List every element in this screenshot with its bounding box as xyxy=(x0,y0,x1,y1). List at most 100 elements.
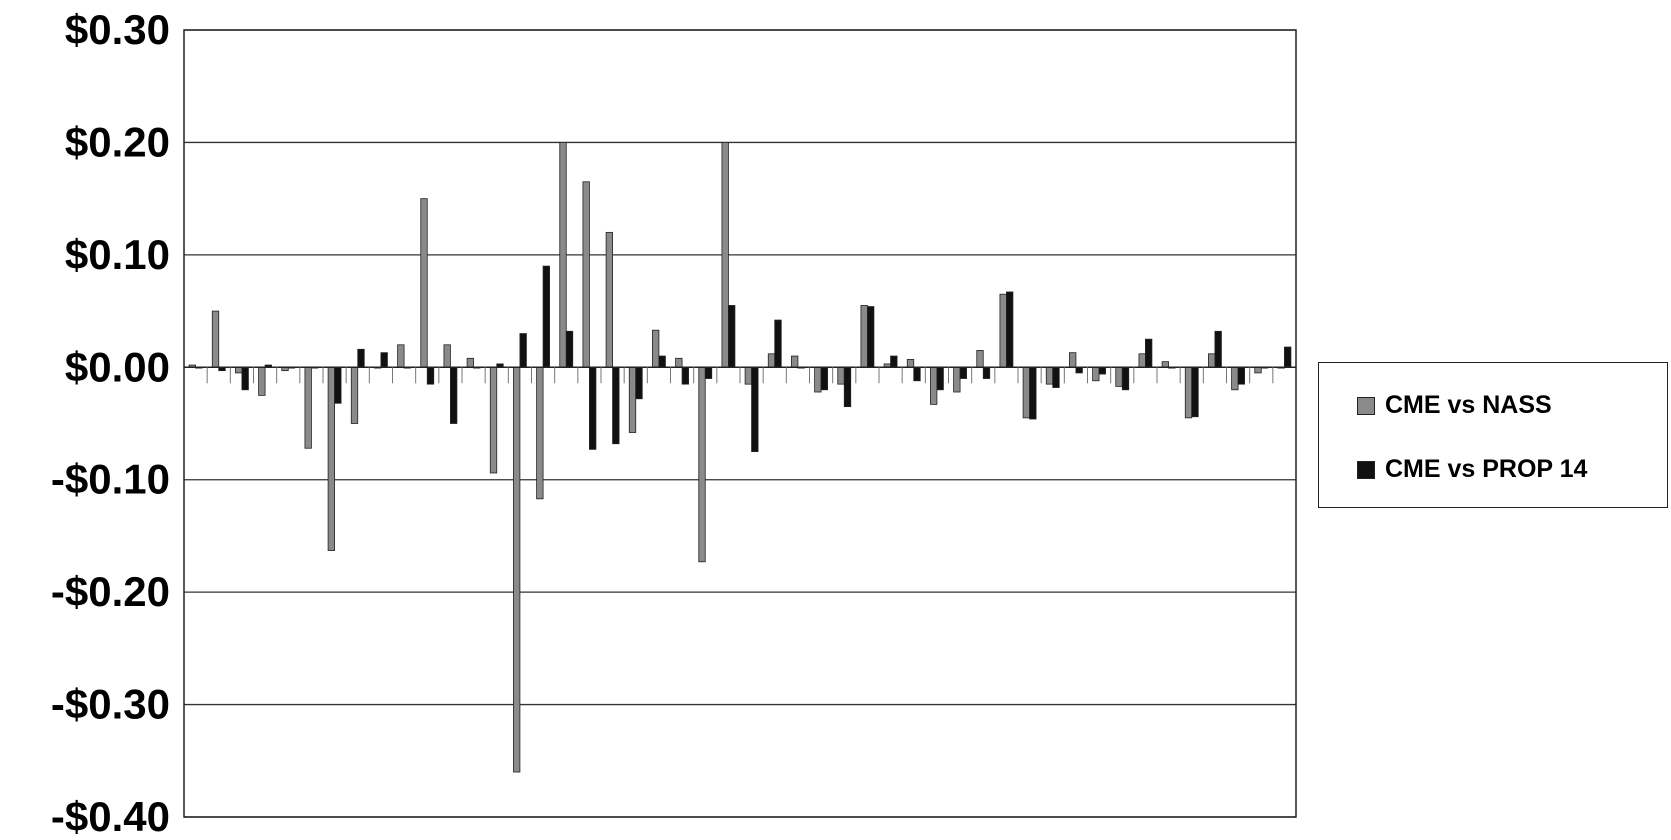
y-tick-label-1: $0.20 xyxy=(65,118,170,165)
legend-item-series-1: CME vs NASS xyxy=(1357,391,1552,420)
bar-series-2-8 xyxy=(380,352,388,368)
bar-series-2-17 xyxy=(589,366,597,450)
y-tick-label-7: -$0.40 xyxy=(51,793,170,840)
bar-series-2-6 xyxy=(334,366,342,404)
bar-series-1-2 xyxy=(235,366,243,374)
bar-series-1-36 xyxy=(1022,366,1030,419)
bar-series-1-10 xyxy=(420,198,428,368)
bar-series-1-45 xyxy=(1231,366,1239,391)
bar-series-2-39 xyxy=(1098,366,1106,375)
bar-series-1-1 xyxy=(211,310,220,368)
y-axis-labels: $0.30 $0.20 $0.10 $0.00 -$0.10 -$0.20 -$0.30 -$… xyxy=(51,6,170,840)
bar-series-2-27 xyxy=(820,366,828,391)
bar-series-1-5 xyxy=(304,366,312,449)
bar-series-1-16 xyxy=(559,142,567,368)
y-tick-label-4: -$0.10 xyxy=(51,456,170,503)
y-tick-label-5: -$0.20 xyxy=(51,568,170,615)
bar-series-1-24 xyxy=(744,366,752,385)
bar-series-1-39 xyxy=(1092,366,1100,382)
bar-series-2-45 xyxy=(1237,366,1245,385)
bar-series-1-31 xyxy=(906,359,915,368)
bar-series-2-29 xyxy=(867,306,875,368)
bar-series-1-23 xyxy=(721,142,729,368)
bar-series-1-7 xyxy=(350,366,359,424)
bar-series-1-15 xyxy=(536,366,544,500)
bar-series-1-34 xyxy=(976,350,984,368)
bar-series-2-43 xyxy=(1191,366,1199,418)
bar-series-2-34 xyxy=(982,366,991,379)
x-tick-marks xyxy=(183,367,1297,384)
bar-series-2-7 xyxy=(357,348,365,368)
bar-series-1-27 xyxy=(814,366,822,393)
bar-series-2-18 xyxy=(612,366,620,445)
bar-series-2-41 xyxy=(1145,338,1153,368)
bars xyxy=(184,142,1296,773)
bar-series-2-15 xyxy=(542,265,550,368)
bar-series-2-14 xyxy=(519,333,527,368)
bar-series-1-28 xyxy=(837,366,845,385)
bar-series-1-29 xyxy=(860,305,868,368)
bar-series-2-31 xyxy=(913,366,921,382)
bar-series-1-14 xyxy=(513,366,521,773)
legend-swatch-series-2 xyxy=(1357,460,1375,479)
bar-series-1-40 xyxy=(1115,366,1123,387)
bar-series-1-20 xyxy=(652,329,660,368)
bar-series-2-22 xyxy=(704,366,713,379)
bar-series-1-18 xyxy=(605,231,613,368)
bar-series-1-37 xyxy=(1045,366,1054,385)
bar-series-2-47 xyxy=(1284,346,1292,368)
bar-series-1-32 xyxy=(930,366,938,405)
bar-series-2-30 xyxy=(890,355,898,368)
bar-series-1-21 xyxy=(675,357,683,368)
bar-series-2-38 xyxy=(1075,366,1083,374)
bar-series-1-22 xyxy=(698,366,706,563)
bar-series-2-40 xyxy=(1121,366,1130,391)
bar-series-2-36 xyxy=(1029,366,1037,420)
bar-series-1-42 xyxy=(1161,361,1169,368)
bar-series-2-10 xyxy=(426,366,435,385)
bar-series-1-6 xyxy=(327,366,335,551)
bar-series-1-9 xyxy=(397,344,405,368)
bar-series-1-44 xyxy=(1208,353,1216,368)
bar-series-1-26 xyxy=(791,355,799,368)
bar-series-1-13 xyxy=(489,366,498,474)
gridlines xyxy=(184,29,1296,818)
legend-label-series-2: CME vs PROP 14 xyxy=(1385,455,1588,483)
bar-series-2-33 xyxy=(959,366,967,379)
bar-series-2-2 xyxy=(241,366,249,391)
bar-series-1-41 xyxy=(1138,353,1146,368)
bar-series-1-19 xyxy=(628,366,637,433)
y-tick-label-6: -$0.30 xyxy=(51,681,170,728)
bar-series-1-35 xyxy=(999,293,1007,368)
bar-series-2-25 xyxy=(774,319,782,368)
legend-swatch-series-1 xyxy=(1357,396,1375,415)
bar-series-1-46 xyxy=(1254,366,1262,374)
y-tick-label-0: $0.30 xyxy=(65,6,170,53)
bar-series-2-28 xyxy=(843,366,852,408)
bar-series-1-3 xyxy=(258,366,266,396)
bar-series-2-21 xyxy=(681,366,689,385)
bar-series-1-38 xyxy=(1069,352,1077,368)
bar-series-2-11 xyxy=(450,366,458,424)
bar-series-2-24 xyxy=(751,366,759,453)
legend-item-series-2: CME vs PROP 14 xyxy=(1357,455,1587,484)
bar-series-1-43 xyxy=(1184,366,1193,419)
bar-series-1-11 xyxy=(443,344,451,368)
bar-series-2-32 xyxy=(936,366,944,391)
legend-label-series-1: CME vs NASS xyxy=(1385,391,1552,419)
legend: CME vs NASS CME vs PROP 14 xyxy=(1318,362,1668,508)
bar-series-2-16 xyxy=(565,330,574,368)
plot-area-frame xyxy=(183,29,1297,818)
bar-series-2-20 xyxy=(658,355,666,368)
bar-series-1-25 xyxy=(767,353,776,368)
bar-series-2-23 xyxy=(728,305,736,368)
bar-series-2-35 xyxy=(1006,291,1014,368)
bar-series-2-44 xyxy=(1214,330,1222,368)
bar-series-2-37 xyxy=(1052,366,1060,388)
bar-series-1-33 xyxy=(953,366,961,393)
bar-series-2-19 xyxy=(635,366,643,400)
bar-series-1-17 xyxy=(582,181,590,368)
y-tick-label-3: $0.00 xyxy=(65,343,170,390)
y-tick-label-2: $0.10 xyxy=(65,231,170,278)
